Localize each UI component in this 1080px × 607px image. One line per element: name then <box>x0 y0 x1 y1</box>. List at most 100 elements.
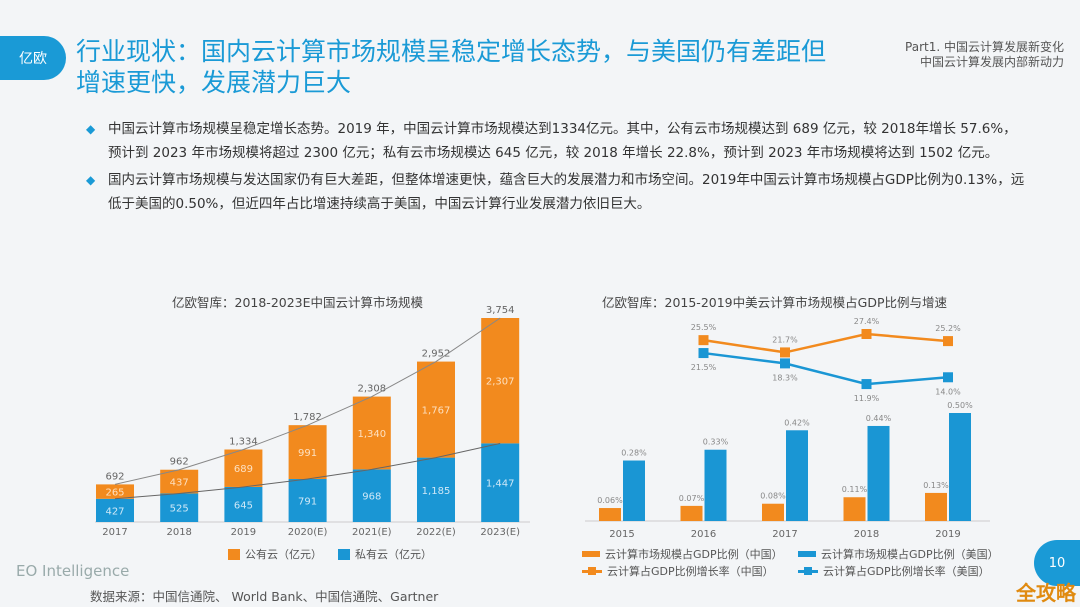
page-number: 10 <box>1034 540 1080 586</box>
legend-cn-growth: 云计算占GDP比例增长率（中国） <box>582 563 774 579</box>
legend-cn-ratio: 云计算市场规模占GDP比例（中国） <box>582 546 783 562</box>
x-tick-label: 2020(E) <box>288 527 328 538</box>
watermark: 全攻略 <box>1016 581 1076 605</box>
data-label-cn-ratio: 0.11% <box>842 485 868 494</box>
bar-private <box>352 469 391 522</box>
bullet-text: 国内云计算市场规模与发达国家仍有巨大差距，但整体增速更快，蕴含巨大的发展潜力和市… <box>108 172 1025 212</box>
logo-text: 亿欧 <box>19 51 47 67</box>
data-label-us-ratio: 0.28% <box>621 449 647 458</box>
data-label-private: 1,185 <box>422 486 451 497</box>
data-label-total: 2,308 <box>357 384 386 395</box>
bar-private <box>96 498 134 522</box>
legend-label: 公有云（亿元） <box>245 548 322 561</box>
bar-public <box>417 361 455 458</box>
bar-cn-ratio <box>925 492 947 521</box>
x-tick-label: 2016 <box>691 529 716 540</box>
bar-cn-ratio <box>680 505 703 521</box>
subpart-label: 中国云计算发展内部新动力 <box>919 55 1064 69</box>
data-label-private: 968 <box>362 492 381 503</box>
bar-private <box>481 443 520 522</box>
legend-label: 私有云（亿元） <box>355 548 432 561</box>
growth-marker <box>861 329 872 339</box>
part-label: Part1. 中国云计算发展新变化 <box>905 40 1064 54</box>
data-label-private: 525 <box>170 504 189 515</box>
data-label-private: 791 <box>298 497 317 508</box>
bar-public <box>160 469 199 494</box>
bar-us-ratio <box>867 425 890 521</box>
data-label-growth: 21.7% <box>772 335 798 344</box>
chart-title-right: 亿欧智库：2015-2019中美云计算市场规模占GDP比例与增速 <box>602 295 947 310</box>
data-label-us-ratio: 0.33% <box>703 438 729 447</box>
bullet-text: 中国云计算市场规模呈稳定增长态势。2019 年，中国云计算市场规模达到1334亿… <box>108 121 1017 161</box>
x-tick-label: 2015 <box>609 529 634 540</box>
bullet-item: ◆ 国内云计算市场规模与发达国家仍有巨大差距，但整体增速更快，蕴含巨大的发展潜力和… <box>86 169 1026 216</box>
legend-us-growth: 云计算占GDP比例增长率（美国） <box>798 563 990 579</box>
diamond-icon: ◆ <box>86 173 96 187</box>
data-label-cn-ratio: 0.06% <box>597 496 623 505</box>
growth-marker <box>861 379 872 390</box>
data-label-cn-ratio: 0.07% <box>679 494 705 503</box>
bar-private <box>288 479 327 522</box>
data-label-public: 2,307 <box>486 377 515 388</box>
bar-us-ratio <box>786 430 808 521</box>
section-label: Part1. 中国云计算发展新变化 中国云计算发展内部新动力 <box>905 40 1064 70</box>
bar-public <box>224 449 263 487</box>
x-tick-label: 2018 <box>166 527 191 538</box>
data-label-total: 1,782 <box>293 412 322 423</box>
data-label-growth: 25.2% <box>935 324 961 333</box>
x-tick-label: 2023(E) <box>480 527 520 538</box>
data-label-us-ratio: 0.44% <box>866 414 892 423</box>
bar-private <box>417 457 455 522</box>
x-tick-label: 2018 <box>854 529 879 540</box>
x-tick-label: 2021(E) <box>352 527 392 538</box>
brand-text: EO Intelligence <box>16 562 130 580</box>
data-label-total: 962 <box>170 457 189 468</box>
legend-public: 公有云（亿元） <box>228 546 322 562</box>
chart-title-left: 亿欧智库：2018-2023E中国云计算市场规模 <box>172 295 424 310</box>
bar-public <box>96 484 134 499</box>
growth-marker <box>698 348 709 359</box>
data-label-total: 1,334 <box>229 437 258 448</box>
bar-cn-ratio <box>599 508 621 521</box>
total-trend-line <box>114 317 501 485</box>
legend-us-ratio: 云计算市场规模占GDP比例（美国） <box>798 546 999 562</box>
bar-private <box>160 493 199 522</box>
bar-public <box>288 425 327 480</box>
growth-marker <box>698 335 709 346</box>
growth-marker <box>780 358 790 369</box>
data-label-total: 3,754 <box>486 305 515 316</box>
data-label-public: 689 <box>234 464 253 475</box>
legend-swatch <box>338 548 350 560</box>
growth-marker <box>943 372 953 383</box>
page-title: 行业现状：国内云计算市场规模呈稳定增长态势，与美国仍有差距但增速更快，发展潜力巨… <box>76 37 827 97</box>
bar-public <box>481 318 520 444</box>
legend-swatch <box>228 548 240 560</box>
data-label-private: 645 <box>234 500 253 511</box>
data-label-total: 692 <box>105 471 124 482</box>
data-label-growth: 27.4% <box>854 317 880 326</box>
data-label-growth: 21.5% <box>691 363 717 372</box>
growth-line <box>703 332 949 354</box>
legend-label: 云计算占GDP比例增长率（中国） <box>607 565 774 578</box>
legend-label: 云计算市场规模占GDP比例（中国） <box>605 548 783 561</box>
bar-cn-ratio <box>762 503 784 521</box>
x-tick-label: 2019 <box>231 527 256 538</box>
bar-us-ratio <box>704 449 727 521</box>
x-tick-label: 2022(E) <box>416 527 456 538</box>
bullet-list: ◆ 中国云计算市场规模呈稳定增长态势。2019 年，中国云计算市场规模达到1334… <box>86 118 1026 220</box>
bar-cn-ratio <box>843 497 866 521</box>
legend-swatch <box>582 566 602 575</box>
logo: 亿欧 <box>0 36 66 80</box>
legend-swatch <box>582 551 600 557</box>
data-label-us-ratio: 0.42% <box>784 418 810 427</box>
data-label-cn-ratio: 0.08% <box>760 492 786 501</box>
data-label-growth: 14.0% <box>935 387 961 396</box>
x-tick-label: 2017 <box>772 529 797 540</box>
data-label-total: 2,952 <box>422 349 451 360</box>
legend-swatch <box>798 551 816 557</box>
bar-us-ratio <box>949 413 971 521</box>
diamond-icon: ◆ <box>86 122 96 136</box>
data-label-growth: 11.9% <box>854 394 880 403</box>
data-label-public: 437 <box>170 478 189 489</box>
